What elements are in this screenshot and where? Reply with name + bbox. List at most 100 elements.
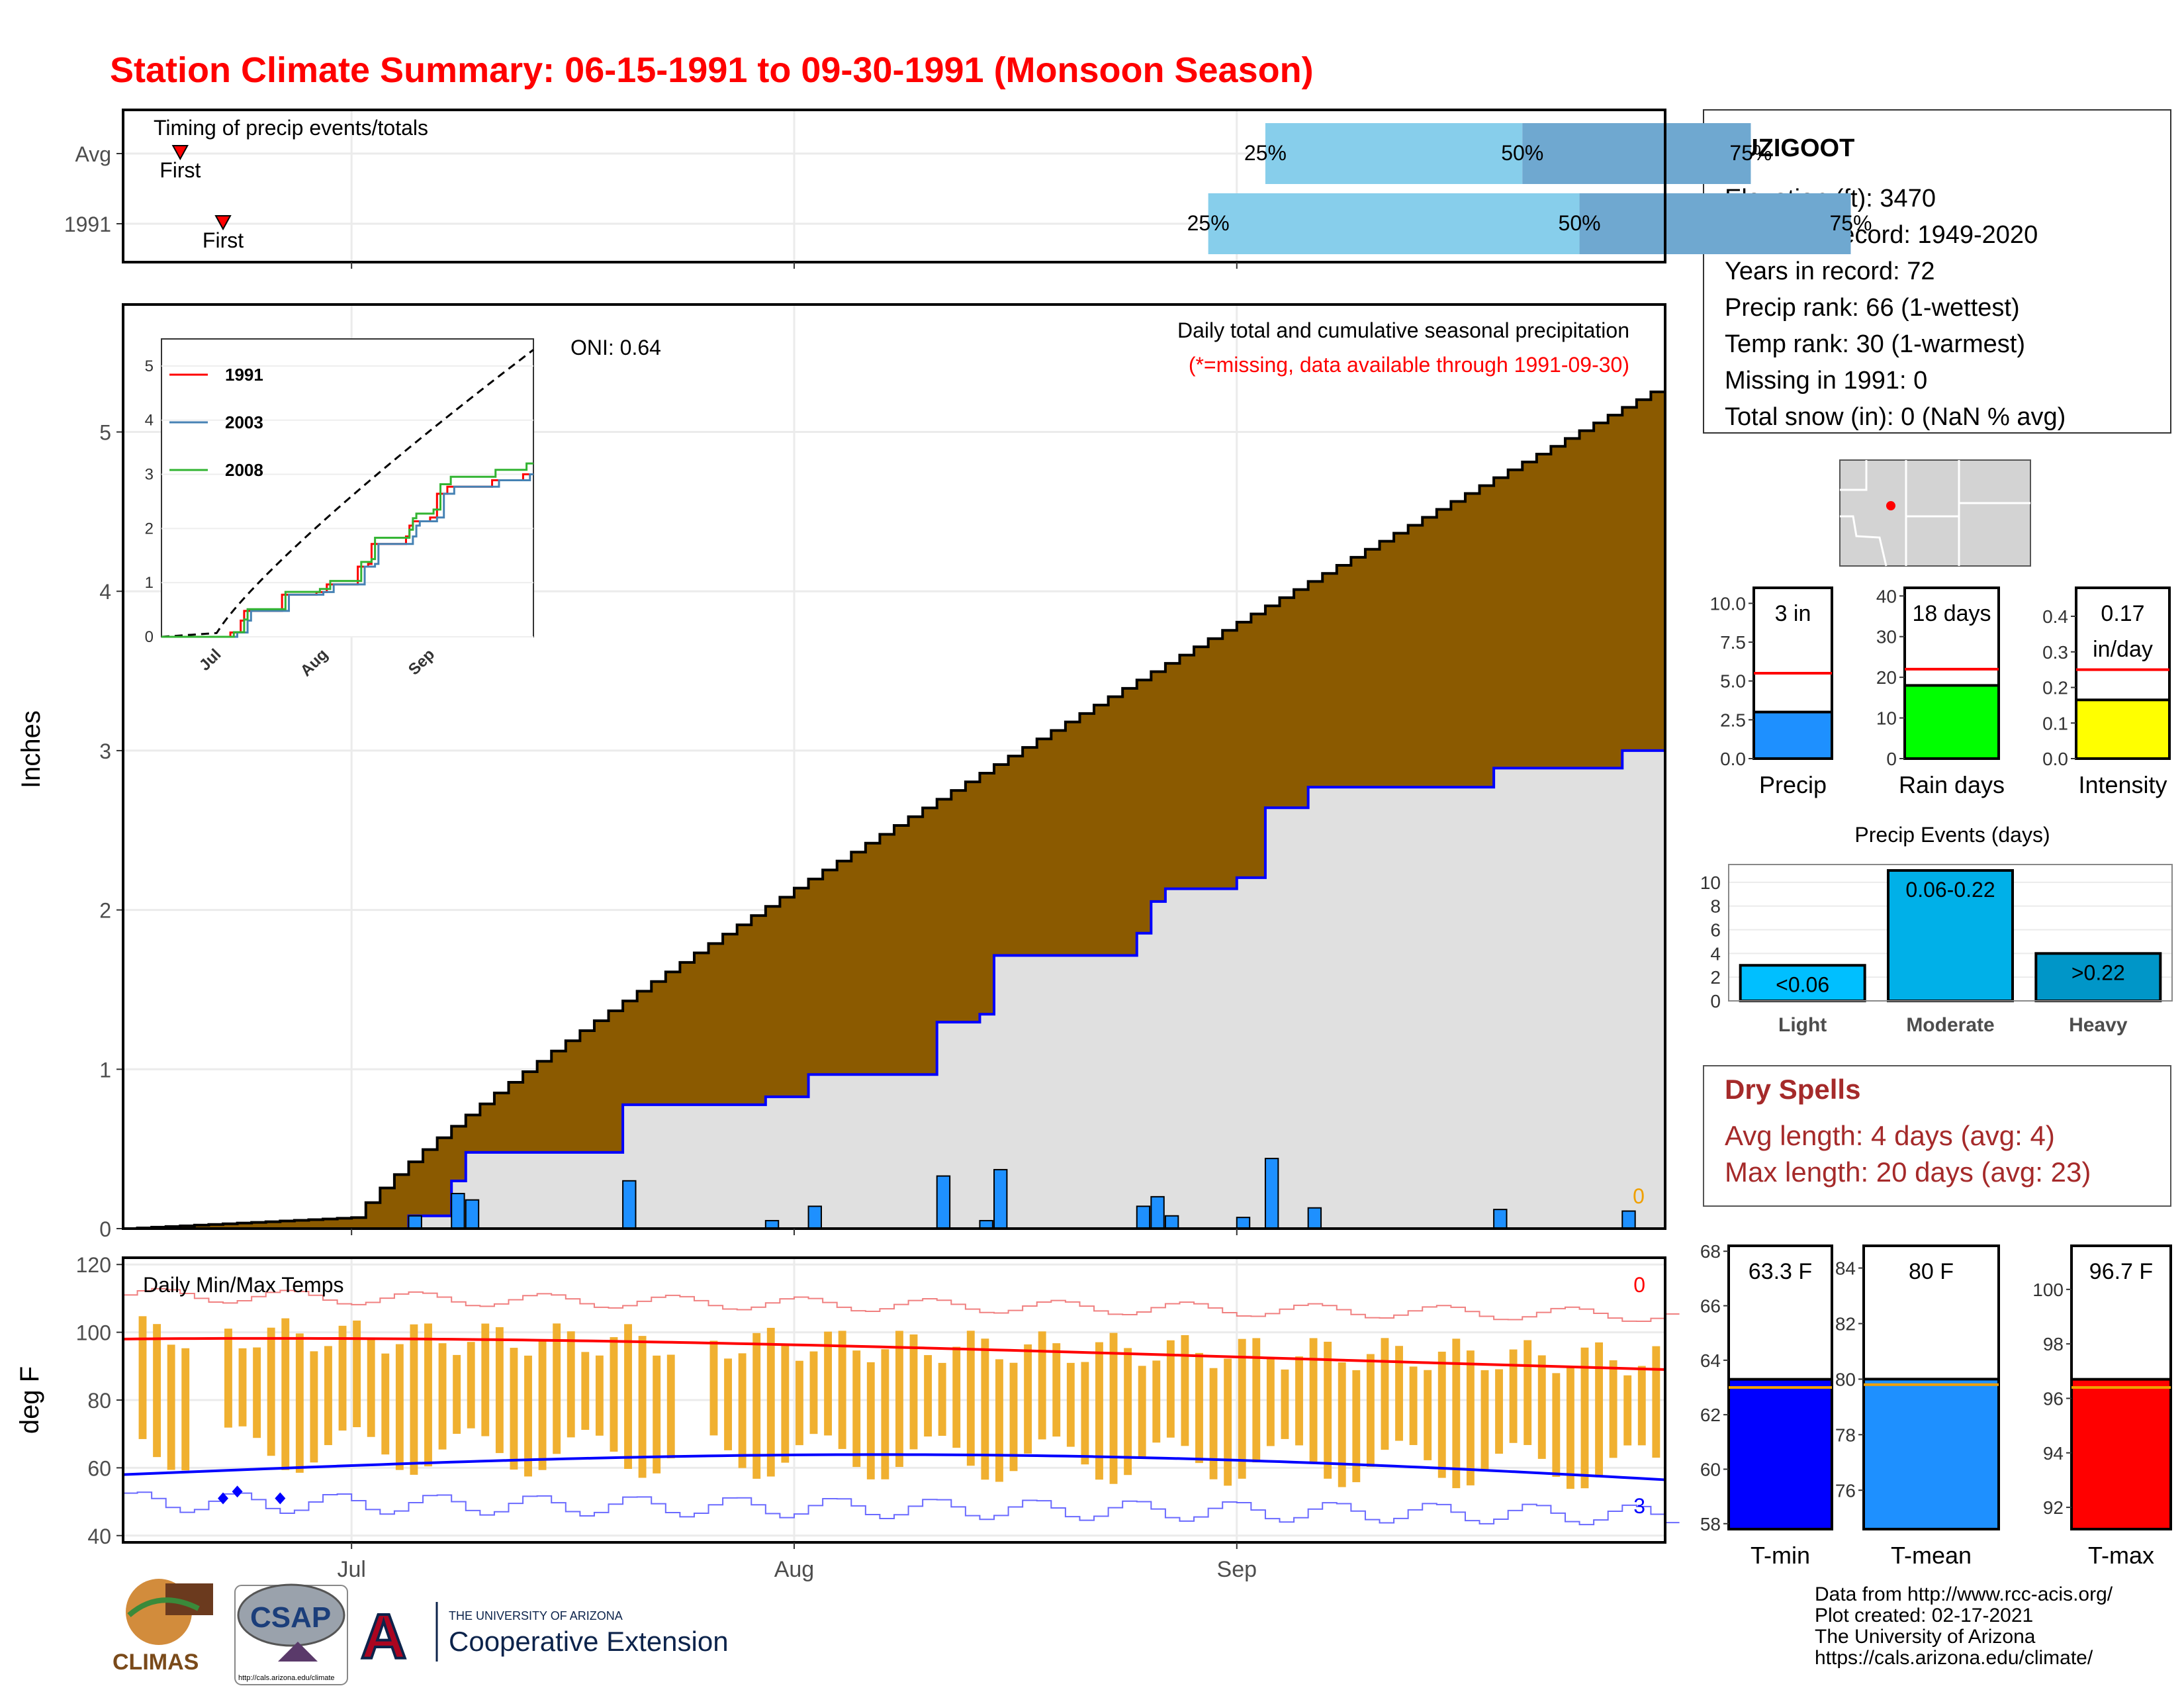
daily-precip-bar	[408, 1215, 422, 1230]
daily-temp-bar	[310, 1351, 318, 1463]
daily-temp-bar	[467, 1342, 475, 1429]
inset-ytick-label: 1	[145, 574, 154, 592]
temp-max-tick-label: 92	[2043, 1497, 2064, 1518]
temp-xtick-label: Jul	[337, 1557, 365, 1582]
events-bar-label: >0.22	[2071, 961, 2125, 984]
temp-min-value-bar	[1727, 1378, 1833, 1530]
station-precip-rank: Precip rank: 66 (1-wettest)	[1725, 294, 2020, 322]
daily-temp-bar	[1424, 1370, 1432, 1460]
temp-ylabel: deg F	[15, 1366, 44, 1434]
daily-temp-bar	[1466, 1350, 1475, 1485]
daily-temp-bar	[1166, 1340, 1175, 1438]
locator-map	[1839, 459, 2031, 567]
daily-temp-bar	[295, 1333, 304, 1473]
temp-max-tick-label: 96	[2043, 1388, 2064, 1409]
timing-panel-label: Timing of precip events/totals	[154, 116, 428, 140]
intensity-tick-label: 0.1	[2042, 713, 2068, 733]
timing-q25-label: 25%	[1244, 141, 1287, 165]
rain-days-tick-label: 30	[1876, 627, 1897, 647]
timing-first-label: First	[159, 158, 201, 182]
timing-first-label: First	[203, 228, 244, 252]
inset-legend-label: 1991	[225, 365, 263, 385]
precip-total-tick-label: 10.0	[1710, 593, 1747, 614]
daily-temp-bar	[1138, 1366, 1146, 1458]
dry-spells-avg: Avg length: 4 days (avg: 4)	[1725, 1120, 2055, 1151]
inset-ytick-label: 2	[145, 520, 154, 538]
daily-precip-bar	[1164, 1215, 1179, 1230]
dry-spells-title: Dry Spells	[1725, 1074, 1860, 1105]
precip-total-value-text: 3 in	[1775, 601, 1811, 626]
rain-days-tick-label: 40	[1876, 586, 1897, 606]
daily-temp-bar	[666, 1354, 675, 1459]
record-low-marker	[275, 1492, 286, 1505]
daily-precip-bar	[1493, 1209, 1508, 1229]
daily-temp-bar	[181, 1348, 190, 1471]
daily-temp-bar	[1381, 1338, 1389, 1450]
daily-temp-bar	[1352, 1370, 1361, 1483]
daily-temp-bar	[1595, 1342, 1603, 1476]
inset-legend-label: 2003	[225, 412, 263, 432]
daily-temp-bar	[1124, 1348, 1132, 1476]
daily-temp-bar	[167, 1344, 175, 1470]
oni-label: ONI: 0.64	[570, 336, 661, 359]
daily-temp-bar	[1366, 1354, 1375, 1467]
daily-temp-bar	[1623, 1375, 1632, 1446]
temp-mean-tick-label: 80	[1835, 1369, 1856, 1389]
inset-ytick-label: 4	[145, 412, 154, 430]
temp-missing-max: 0	[1633, 1273, 1645, 1297]
climas-logo: CLIMAS	[113, 1579, 213, 1675]
daily-temp-bar	[224, 1329, 232, 1428]
daily-temp-bar	[524, 1355, 532, 1477]
timing-row-label: 1991	[64, 212, 111, 236]
timing-panel-frame	[122, 109, 1666, 263]
temp-min-value-text: 63.3 F	[1749, 1259, 1812, 1284]
daily-temp-bar	[1552, 1373, 1561, 1477]
temp-mean-value-text: 80 F	[1909, 1259, 1954, 1284]
record-min-line	[123, 1491, 1680, 1526]
climas-logo-text: CLIMAS	[113, 1650, 199, 1675]
temp-title: Daily Min/Max Temps	[143, 1273, 343, 1297]
temp-ytick-label: 120	[76, 1253, 111, 1277]
daily-temp-bar	[1238, 1338, 1246, 1479]
events-tick-label: 8	[1710, 896, 1721, 917]
daily-precip-bar	[993, 1168, 1008, 1229]
station-info-box: TUZIGOOT Elevation (ft): 3470 Period of …	[1703, 109, 2171, 434]
precip-total-label: Precip	[1759, 771, 1827, 798]
intensity-value-bar	[2075, 698, 2171, 760]
daily-temp-bar	[852, 1350, 861, 1468]
timing-row-label: Avg	[75, 142, 111, 166]
rain-days-label: Rain days	[1899, 771, 2005, 798]
temp-max-tick-label: 94	[2043, 1443, 2064, 1464]
daily-precip-bar	[465, 1199, 480, 1230]
temp-min-tick-label: 58	[1700, 1514, 1721, 1534]
intensity-value-text-2: in/day	[2093, 637, 2153, 662]
inset-series-line	[161, 462, 533, 638]
precip-subtitle: (*=missing, data available through 1991-…	[1189, 353, 1629, 377]
daily-temp-bar	[1066, 1362, 1075, 1447]
precip-plot-frame	[122, 303, 1666, 1230]
inset-ytick-label: 5	[145, 357, 154, 375]
daily-temp-bar	[638, 1336, 647, 1478]
temp-mean-label: T-mean	[1891, 1542, 1972, 1569]
daily-temp-bar	[1637, 1366, 1646, 1446]
events-bar-label: <0.06	[1776, 972, 1829, 996]
daily-temp-bar	[1295, 1356, 1303, 1446]
daily-temp-bar	[1409, 1366, 1418, 1445]
daily-precip-bar	[1236, 1217, 1251, 1230]
dry-spells-box: Dry Spells Avg length: 4 days (avg: 4) M…	[1703, 1065, 2171, 1207]
timing-q25-label: 25%	[1187, 211, 1230, 235]
record-low-marker	[232, 1485, 243, 1498]
daily-temp-bar	[1609, 1360, 1617, 1458]
daily-temp-bar	[1580, 1347, 1589, 1489]
daily-temp-bar	[1181, 1335, 1189, 1446]
events-bar-label: 0.06-0.22	[1905, 878, 1995, 902]
daily-temp-bar	[1281, 1369, 1289, 1439]
intensity-tick-label: 0.4	[2042, 606, 2068, 627]
events-category-label: Light	[1778, 1014, 1827, 1036]
precip-ytick-label: 5	[99, 421, 111, 445]
daily-temp-bar	[809, 1351, 818, 1434]
temp-ytick-label: 100	[76, 1321, 111, 1345]
record-low-marker	[218, 1492, 229, 1505]
daily-temp-bar	[253, 1347, 261, 1438]
temp-mean-value-bar	[1862, 1378, 2000, 1531]
